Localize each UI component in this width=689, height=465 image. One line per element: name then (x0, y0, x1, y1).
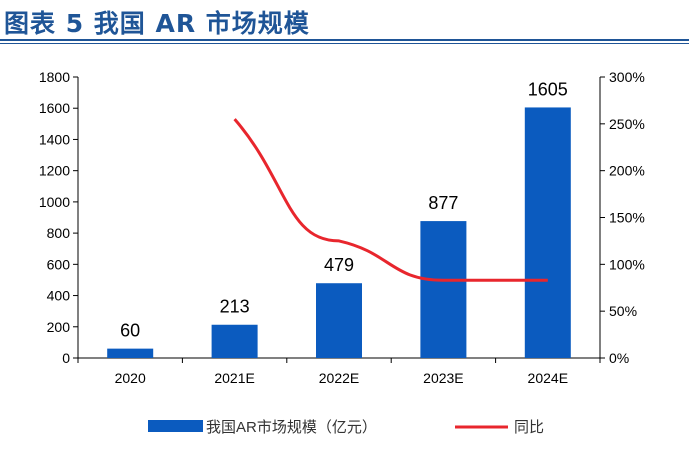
y-tick-label: 1600 (39, 100, 70, 116)
x-tick-label: 2020 (115, 370, 146, 386)
y-tick-label: 1400 (39, 131, 70, 147)
x-tick-label: 2022E (319, 370, 359, 386)
y-tick-label: 600 (47, 256, 71, 272)
y-tick-label: 400 (47, 288, 71, 304)
bar (420, 221, 467, 358)
y2-tick-label: 200% (609, 163, 645, 179)
y-tick-label: 0 (62, 350, 70, 366)
x-tick-label: 2024E (528, 370, 568, 386)
y-tick-label: 800 (47, 225, 71, 241)
bar (316, 283, 362, 358)
bar (524, 107, 571, 358)
data-label: 60 (120, 321, 140, 341)
x-tick-label: 2021E (214, 370, 254, 386)
data-label: 877 (428, 193, 458, 213)
figure-title: 图表 5 我国 AR 市场规模 (4, 9, 310, 38)
y2-tick-label: 100% (609, 256, 645, 272)
y2-tick-label: 150% (609, 210, 645, 226)
y2-tick-label: 0% (609, 350, 629, 366)
legend-bar-label: 我国AR市场规模（亿元） (206, 419, 377, 436)
data-label: 213 (220, 297, 250, 317)
bar (211, 324, 258, 358)
title-rule-thin (0, 43, 689, 44)
y2-tick-label: 250% (609, 116, 645, 132)
legend-line-label: 同比 (514, 419, 544, 436)
data-label: 1605 (528, 79, 568, 99)
x-tick-label: 2023E (423, 370, 463, 386)
legend-bar-swatch (148, 420, 203, 432)
data-label: 479 (324, 255, 354, 275)
yoy-line (233, 118, 548, 282)
bar (107, 348, 154, 358)
y2-tick-label: 300% (609, 69, 645, 85)
y-tick-label: 1800 (39, 69, 70, 85)
title-rule (0, 39, 689, 41)
y-tick-label: 1000 (39, 194, 70, 210)
y-tick-label: 1200 (39, 163, 70, 179)
y-tick-label: 200 (47, 319, 71, 335)
y2-tick-label: 50% (609, 303, 637, 319)
